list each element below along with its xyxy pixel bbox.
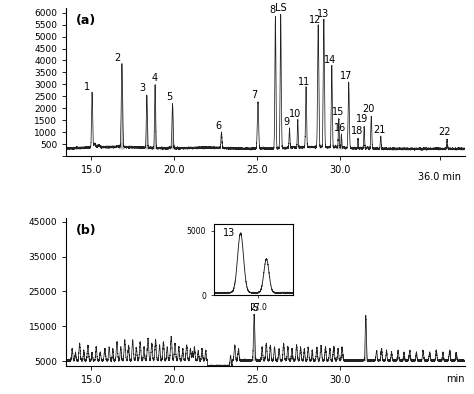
Text: (b): (b) — [76, 224, 97, 237]
Text: 21: 21 — [374, 125, 386, 134]
Text: 10: 10 — [289, 109, 301, 119]
Text: 11: 11 — [298, 77, 310, 87]
Text: 20: 20 — [363, 104, 375, 114]
Text: 18: 18 — [351, 126, 363, 136]
Text: LS: LS — [275, 4, 286, 13]
Text: 36.0 min: 36.0 min — [418, 172, 461, 182]
Text: 14: 14 — [324, 55, 337, 65]
Text: 22: 22 — [438, 127, 450, 137]
Text: 19: 19 — [356, 115, 369, 125]
Text: 2: 2 — [115, 53, 121, 63]
Text: IS: IS — [250, 303, 259, 313]
Text: 6: 6 — [215, 121, 221, 131]
Text: 7: 7 — [251, 90, 257, 100]
Text: 17: 17 — [340, 71, 353, 81]
Text: 5: 5 — [166, 92, 173, 102]
Text: 9: 9 — [283, 117, 289, 127]
Text: 13: 13 — [317, 9, 329, 19]
Text: 15: 15 — [332, 107, 344, 117]
Text: 1: 1 — [83, 82, 90, 91]
Text: 4: 4 — [152, 73, 158, 83]
Text: 3: 3 — [140, 84, 146, 93]
Text: 8: 8 — [269, 5, 275, 15]
Text: 16: 16 — [334, 123, 346, 133]
Text: (a): (a) — [76, 14, 97, 27]
Text: 12: 12 — [309, 15, 321, 24]
Text: min: min — [446, 374, 465, 384]
